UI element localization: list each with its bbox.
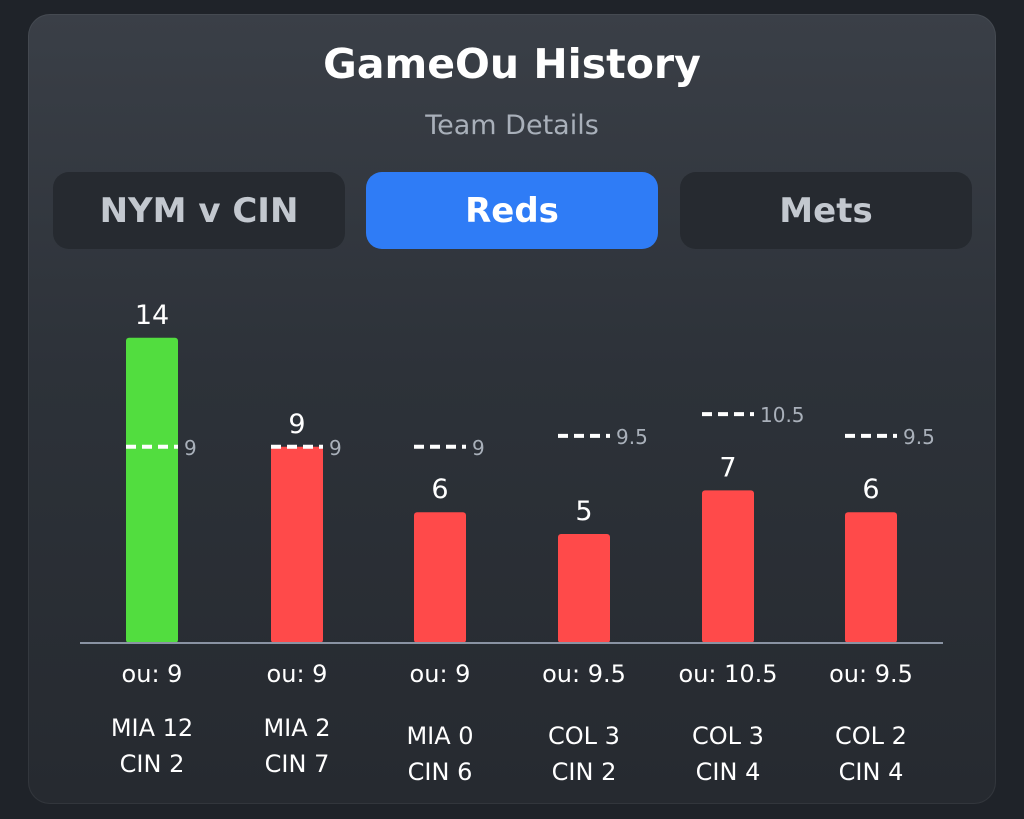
ou-line-label: 9 bbox=[329, 436, 342, 460]
bar-value-label: 5 bbox=[575, 496, 592, 527]
game-score-line1: MIA 12 bbox=[110, 714, 194, 742]
ou-tick-label: ou: 9 bbox=[266, 660, 328, 688]
bar-value-label: 7 bbox=[719, 452, 736, 483]
ou-tick-label: ou: 9 bbox=[121, 660, 183, 688]
history-card bbox=[28, 14, 996, 804]
bar-value-label: 6 bbox=[862, 474, 879, 505]
ou-tick-label: ou: 9.5 bbox=[829, 660, 913, 688]
game-score-line1: MIA 0 bbox=[406, 722, 474, 750]
game-score-label: COL 2 CIN 4 bbox=[799, 718, 943, 790]
game-score-line2: CIN 4 bbox=[838, 758, 904, 786]
tab-reds[interactable]: Reds bbox=[366, 172, 658, 249]
bar bbox=[414, 512, 466, 643]
game-score-label: MIA 12 CIN 2 bbox=[80, 710, 224, 782]
game-score-label: MIA 0 CIN 6 bbox=[368, 718, 512, 790]
game-score-label: COL 3 CIN 2 bbox=[512, 718, 656, 790]
ou-tick-label: ou: 10.5 bbox=[678, 660, 778, 688]
bar-value-label: 6 bbox=[431, 474, 448, 505]
ou-tick-label: ou: 9 bbox=[409, 660, 471, 688]
game-score-line1: MIA 2 bbox=[263, 714, 331, 742]
ou-line-label: 9 bbox=[184, 436, 197, 460]
game-score-line2: CIN 2 bbox=[119, 750, 185, 778]
ou-line-label: 9.5 bbox=[616, 425, 648, 449]
ou-line-label: 10.5 bbox=[760, 403, 805, 427]
ou-line-label: 9.5 bbox=[903, 425, 935, 449]
game-score-label: COL 3 CIN 4 bbox=[656, 718, 800, 790]
game-score-line1: COL 2 bbox=[835, 722, 907, 750]
game-score-line2: CIN 6 bbox=[407, 758, 473, 786]
game-score-line2: CIN 2 bbox=[551, 758, 617, 786]
bar bbox=[126, 337, 178, 643]
ou-tick-label: ou: 9.5 bbox=[542, 660, 626, 688]
page-subtitle: Team Details bbox=[425, 110, 599, 141]
game-score-line2: CIN 4 bbox=[695, 758, 761, 786]
game-score-label: MIA 2 CIN 7 bbox=[225, 710, 369, 782]
tab-matchup[interactable]: NYM v CIN bbox=[53, 172, 345, 249]
bar bbox=[558, 534, 610, 643]
bar bbox=[702, 490, 754, 643]
game-score-line1: COL 3 bbox=[692, 722, 764, 750]
bar bbox=[845, 512, 897, 643]
game-score-line2: CIN 7 bbox=[264, 750, 330, 778]
ou-line-label: 9 bbox=[472, 436, 485, 460]
page-title: GameOu History bbox=[323, 40, 701, 88]
bar-value-label: 14 bbox=[135, 300, 169, 331]
bar bbox=[271, 446, 323, 643]
game-score-line1: COL 3 bbox=[548, 722, 620, 750]
bar-value-label: 9 bbox=[288, 409, 305, 440]
tab-mets[interactable]: Mets bbox=[680, 172, 972, 249]
